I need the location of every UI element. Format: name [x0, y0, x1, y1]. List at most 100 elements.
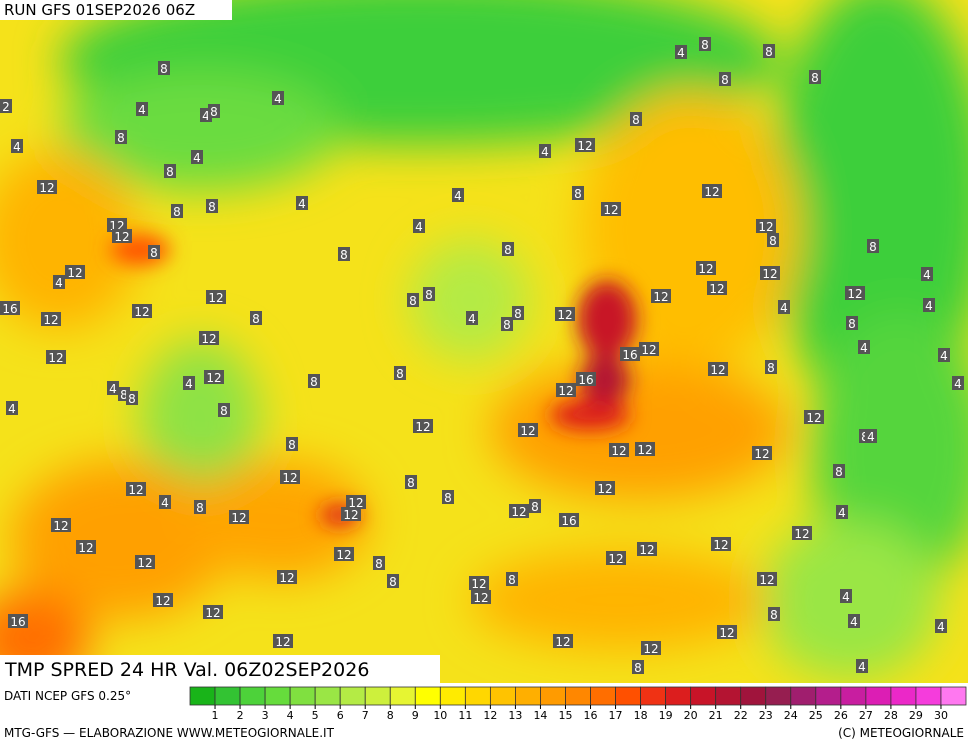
- contour-label: 8: [811, 71, 819, 85]
- contour-label-bg: [466, 311, 478, 325]
- contour-label: 12: [279, 571, 294, 585]
- legend-tick-label: 11: [458, 709, 472, 722]
- contour-label: 12: [231, 511, 246, 525]
- legend-swatch: [264, 686, 291, 706]
- legend-tick-label: 24: [784, 709, 798, 722]
- legend-tick-label: 5: [312, 709, 319, 722]
- legend-swatch: [740, 686, 767, 706]
- contour-label-bg: [752, 446, 772, 460]
- color-legend: 1 2 3 4 5 6 7 8 9 10 11 12 13 14 15 16 17 18 19 20 21 22 23 24 2…: [189, 686, 967, 722]
- legend-tick-label: 23: [759, 709, 773, 722]
- contour-label: 8: [632, 113, 640, 127]
- contour-label: 8: [721, 73, 729, 87]
- contour-label-bg: [711, 537, 731, 551]
- legend-tick-label: 12: [483, 709, 497, 722]
- contour-label: 8: [117, 131, 125, 145]
- contour-label: 8: [150, 246, 158, 260]
- contour-label: 4: [298, 197, 306, 211]
- contour-label: 4: [541, 145, 549, 159]
- legend-tick-label: 2: [237, 709, 244, 722]
- contour-label: 4: [185, 377, 193, 391]
- contour-label: 8: [310, 375, 318, 389]
- title-bg: [0, 655, 440, 683]
- contour-label-bg: [132, 304, 152, 318]
- legend-swatch: [339, 686, 366, 706]
- run-label: RUN GFS 01SEP2026 06Z: [4, 1, 195, 19]
- contour-label: 12: [719, 626, 734, 640]
- legend-swatch: [865, 686, 892, 706]
- contour-label: 12: [43, 313, 58, 327]
- contour-label: 12: [847, 287, 862, 301]
- contour-label: 4: [138, 103, 146, 117]
- contour-label-bg: [199, 331, 219, 345]
- contour-label: 4: [954, 377, 962, 391]
- legend-tick-label: 9: [412, 709, 419, 722]
- contour-label: 4: [55, 276, 63, 290]
- contour-label: 12: [336, 548, 351, 562]
- contour-label-bg: [405, 475, 417, 489]
- contour-label: 8: [396, 367, 404, 381]
- contour-label-bg: [708, 362, 728, 376]
- legend-swatch: [289, 686, 316, 706]
- contour-label: 12: [473, 591, 488, 605]
- contour-label: 4: [838, 506, 846, 520]
- contour-label: 12: [78, 541, 93, 555]
- legend-swatch: [540, 686, 566, 706]
- contour-label: 4: [842, 590, 850, 604]
- contour-label-bg: [635, 442, 655, 456]
- source-label: DATI NCEP GFS 0.25°: [4, 689, 131, 703]
- legend-tick-label: 18: [634, 709, 648, 722]
- contour-label-bg: [334, 547, 354, 561]
- contour-label-bg: [286, 437, 298, 451]
- legend-tick-label: 8: [387, 709, 394, 722]
- contour-label-bg: [595, 481, 615, 495]
- contour-label-bg: [601, 202, 621, 216]
- contour-label: 8: [120, 388, 128, 402]
- contour-label-bg: [923, 298, 935, 312]
- contour-label: 8: [504, 243, 512, 257]
- contour-label-bg: [763, 44, 775, 58]
- contour-label: 16: [2, 302, 17, 316]
- contour-label-bg: [792, 526, 812, 540]
- contour-label: 12: [759, 573, 774, 587]
- contour-label-bg: [296, 196, 308, 210]
- legend-swatch: [765, 686, 792, 706]
- contour-label-bg: [921, 267, 933, 281]
- legend-tick-label: 13: [508, 709, 522, 722]
- contour-label: 12: [558, 384, 573, 398]
- contour-label-bg: [696, 261, 716, 275]
- contour-label: 4: [850, 615, 858, 629]
- contour-label-bg: [768, 607, 780, 621]
- contour-label: 12: [282, 471, 297, 485]
- contour-label-bg: [509, 504, 529, 518]
- legend-swatch: [364, 686, 391, 706]
- contour-label-bg: [620, 347, 640, 361]
- contour-label: 16: [561, 514, 576, 528]
- contour-label: 4: [274, 92, 282, 106]
- contour-label-bg: [809, 70, 821, 84]
- contour-label-bg: [413, 219, 425, 233]
- contour-label-bg: [126, 482, 146, 496]
- contour-label-bg: [856, 659, 868, 673]
- contour-label: 12: [762, 267, 777, 281]
- contour-label: 12: [53, 519, 68, 533]
- legend-swatch: [640, 686, 667, 706]
- contour-label-bg: [51, 518, 71, 532]
- contour-label-bg: [136, 102, 148, 116]
- contour-label-bg: [760, 266, 780, 280]
- contour-label-bg: [506, 572, 518, 586]
- contour-label-bg: [112, 229, 132, 243]
- legend-swatch: [314, 686, 341, 706]
- legend-swatch: [414, 686, 441, 706]
- contour-label-bg: [413, 419, 433, 433]
- contour-label: 8: [531, 500, 539, 514]
- contour-label-bg: [572, 186, 584, 200]
- contour-label: 4: [937, 620, 945, 634]
- contour-label-bg: [559, 513, 579, 527]
- contour-label-bg: [115, 130, 127, 144]
- contour-label-bg: [280, 470, 300, 484]
- contour-label-bg: [867, 239, 879, 253]
- legend-tick-label: 10: [433, 709, 447, 722]
- contour-label: 12: [557, 308, 572, 322]
- contour-label-bg: [717, 625, 737, 639]
